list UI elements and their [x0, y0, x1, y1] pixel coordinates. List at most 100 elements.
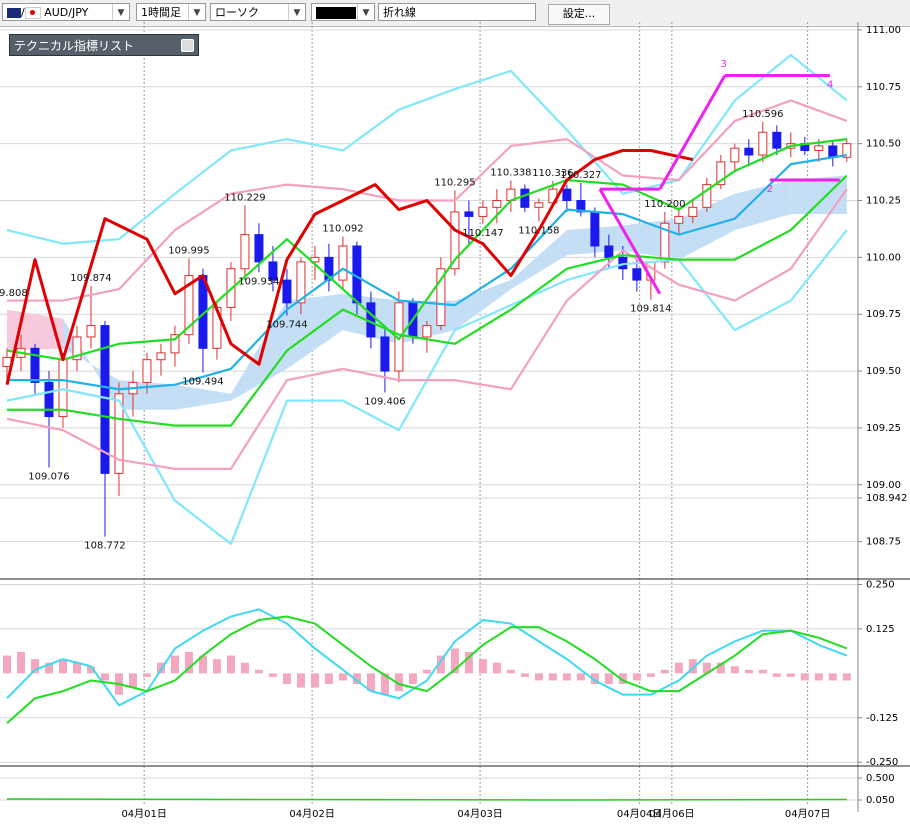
candle-body [828, 145, 838, 158]
color-select[interactable]: ▼ [311, 3, 375, 21]
histogram-bar [324, 673, 333, 685]
histogram-bar [282, 673, 291, 685]
indicator-list-panel[interactable]: テクニカル指標リスト [9, 34, 199, 56]
price-label: 110.338 [490, 167, 531, 178]
panel-icon[interactable] [181, 39, 194, 52]
x-tick-label: 04月01日 [121, 808, 166, 820]
histogram-bar [618, 673, 627, 685]
candle-body [2, 356, 12, 368]
line [6, 188, 848, 470]
histogram-bar [30, 659, 39, 674]
price-label: 110.229 [224, 192, 265, 203]
settings-label: 設定... [562, 7, 596, 20]
candle-body [450, 211, 460, 270]
candle-body [576, 200, 586, 213]
candle-body [72, 336, 82, 361]
price-label: 108.772 [84, 541, 125, 552]
line [6, 153, 847, 391]
candle-body [604, 245, 614, 258]
interval-select[interactable]: 1時間足 ▼ [136, 3, 206, 21]
price-label: 110.147 [462, 228, 503, 239]
candle-body [296, 261, 306, 304]
toolbar: / AUD/JPY ▼ 1時間足 ▼ ローソク ▼ ▼ 折れ線 設定... [0, 0, 910, 27]
y-tick-label: 109.00 [866, 480, 901, 491]
cloud [510, 230, 567, 290]
line-type-select[interactable]: 折れ線 [378, 3, 536, 21]
settings-button[interactable]: 設定... [548, 4, 610, 25]
plot-area: 109.808 109.076 109.874 108.772 109.995 109.4… [0, 22, 858, 804]
histogram-bar [548, 673, 557, 681]
histogram-bar [786, 673, 795, 677]
y-tick-label: -0.250 [866, 757, 898, 768]
candle-body [534, 202, 544, 208]
candle-body [268, 261, 278, 281]
histogram-bar [72, 662, 81, 674]
cloud [454, 280, 511, 331]
histogram-bar [702, 662, 711, 674]
price-label: 109.744 [266, 320, 307, 331]
line-type: 折れ線 [383, 6, 416, 19]
drawing-label: 2 [767, 184, 773, 195]
price-label: 109.494 [182, 376, 223, 387]
line [6, 174, 848, 427]
cloud [790, 175, 847, 215]
histogram-bar [380, 673, 389, 695]
histogram-bar [800, 673, 809, 681]
histogram-bar [170, 655, 179, 674]
y-tick-label: 0.125 [866, 624, 895, 635]
price-label: 110.092 [322, 223, 363, 234]
histogram-bar [240, 662, 249, 674]
candle-body [156, 352, 166, 361]
price-label: 110.596 [742, 109, 783, 120]
candle-body [170, 334, 180, 354]
histogram-bar [534, 673, 543, 681]
histogram-bar [478, 659, 487, 674]
y-tick-label: 109.50 [866, 366, 901, 377]
histogram-bar [730, 666, 739, 674]
histogram-bar [716, 662, 725, 674]
flag-jpy [24, 7, 41, 19]
histogram-bar [590, 673, 599, 685]
histogram-bar [366, 673, 375, 692]
histogram-bar [814, 673, 823, 681]
candle-body [688, 206, 698, 217]
candle-body [772, 131, 782, 149]
candle-body [114, 393, 124, 474]
histogram-bar [828, 673, 837, 681]
y-tick-label: 110.00 [866, 252, 901, 263]
y-tick-label: 110.50 [866, 139, 901, 150]
histogram-bar [646, 673, 655, 677]
price-label: 109.808 [0, 288, 28, 299]
histogram-bar [310, 673, 319, 688]
candle-body [254, 234, 264, 263]
histogram-bar [562, 673, 571, 681]
price-label: 109.934 [238, 276, 279, 287]
histogram-bar [268, 673, 277, 677]
price-label: 110.158 [518, 225, 559, 236]
y-tick-label: 111.00 [866, 25, 901, 36]
x-tick-label: 04月02日 [289, 808, 334, 820]
histogram-bar [688, 659, 697, 674]
candle-body [492, 200, 502, 208]
y-tick-label: 0.500 [866, 773, 895, 784]
style: ローソク [215, 6, 259, 19]
x-tick-label: 04月06日 [649, 808, 694, 820]
symbol-select[interactable]: / AUD/JPY ▼ [2, 3, 130, 21]
y-tick-label: 108.942 [866, 493, 907, 504]
candle-body [632, 268, 642, 281]
histogram-bar [212, 659, 221, 674]
x-tick-label: 04月07日 [785, 808, 830, 820]
style-select[interactable]: ローソク ▼ [210, 3, 306, 21]
histogram-bar [674, 662, 683, 674]
price-label: 110.200 [644, 199, 685, 210]
candle-body [478, 206, 488, 217]
histogram-bar [492, 662, 501, 674]
x-tick-label: 04月04日 [617, 808, 662, 820]
histogram-bar [660, 669, 669, 674]
trend-drawing [658, 74, 727, 190]
y-tick-label: 0.050 [866, 795, 895, 806]
histogram-bar [744, 669, 753, 674]
candle-body [730, 147, 740, 163]
